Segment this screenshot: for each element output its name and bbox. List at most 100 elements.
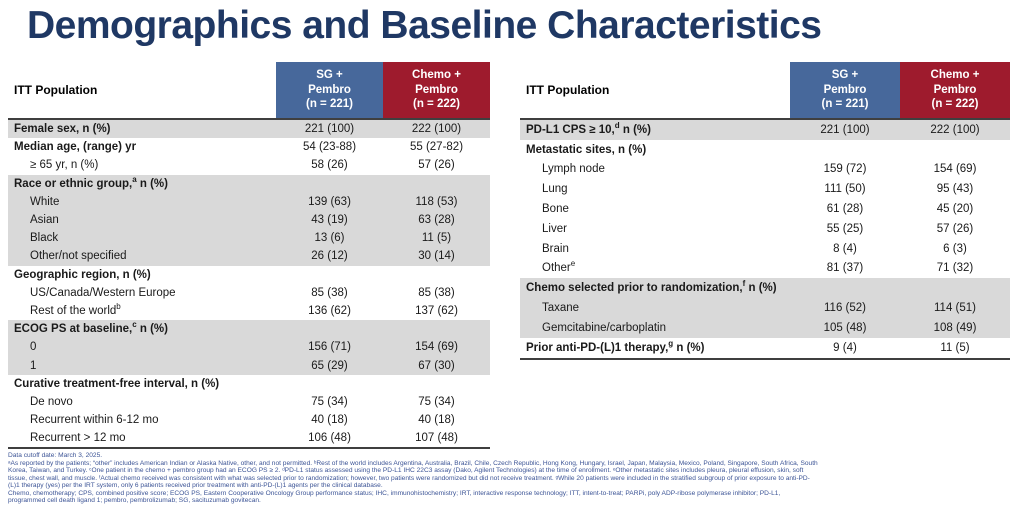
table-cell: 222 (100) [411,123,462,136]
row-label: Bone [542,203,569,216]
table-cell: 61 (28) [826,203,864,216]
row-label: Lymph node [542,163,605,176]
table-row: Geographic region, n (%) [8,266,490,284]
table-row: Brain 8 (4) 6 (3) [520,239,1010,259]
table-header-row: ITT Population SG + Pembro (n = 221) Che… [8,62,490,120]
table-row: Gemcitabine/carboplatin 105 (48) 108 (49) [520,317,1010,338]
table-row: Rest of the worldb 136 (62) 137 (62) [8,302,490,320]
table-row: Asian 43 (19) 63 (28) [8,210,490,230]
footnote-line: tissue, chest wall, and muscle. ᶠActual … [8,474,810,482]
row-label: Prior anti-PD-(L)1 therapy,g n (%) [526,338,705,354]
table-cell: 30 (14) [418,250,455,263]
table-cell: 65 (29) [311,359,348,372]
table-body: PD-L1 CPS ≥ 10,d n (%) 221 (100) 222 (100)… [520,120,1010,360]
row-label: Asian [30,214,59,227]
row-label: Recurrent > 12 mo [30,432,126,445]
table-row: Lymph node 159 (72) 154 (69) [520,160,1010,180]
table-row: De novo 75 (34) 75 (34) [8,393,490,411]
table-cell: 9 (4) [833,341,857,354]
table-row: Metastatic sites, n (%) [520,140,1010,160]
footnotes: Data cutoff date: March 3, 2025. ᵃAs rep… [8,452,1016,505]
table-cell: 139 (63) [308,195,351,208]
row-label: Geographic region, n (%) [14,268,151,281]
column-header-line: Pembro [823,83,867,96]
table-cell: 11 (5) [421,232,452,245]
table-cell: 55 (27-82) [409,141,464,154]
row-label: Metastatic sites, n (%) [526,143,647,156]
table-cell: 116 (52) [824,302,866,315]
footnote-line: (L)1 therapy (yes) per the IRT system, o… [8,482,383,489]
table-row: Median age, (range) yr 54 (23-88) 55 (27-8… [8,138,490,156]
table-cell: 13 (6) [314,232,345,245]
row-label: PD-L1 CPS ≥ 10,d n (%) [526,121,651,136]
row-label: De novo [30,395,73,408]
row-label: Lung [542,183,568,196]
table-cell: 6 (3) [943,242,967,255]
table-cell: 107 (48) [415,432,458,445]
table-row: Black 13 (6) 11 (5) [8,229,490,248]
table-cell: 95 (43) [936,183,974,196]
table-cell: 26 (12) [311,250,348,263]
table-row: ≥ 65 yr, n (%) 58 (26) 57 (26) [8,156,490,174]
row-label: Race or ethnic group,a n (%) [14,174,168,190]
footnote-line: Korea, Taiwan, and Turkey. ᶜOne patient … [8,467,804,474]
table-cell: 11 (5) [940,341,970,354]
table-cell: 57 (26) [936,222,974,235]
table-cell: 75 (34) [311,395,348,408]
column-header-sg-pembro: SG + Pembro (n = 221) [276,62,383,118]
table-cell: 45 (20) [936,203,974,216]
table-corner-label: ITT Population [526,83,610,97]
table-cell: 136 (62) [308,304,351,317]
row-label: Brain [542,242,569,255]
row-label: White [30,195,60,208]
row-label: 1 [30,359,37,372]
table-body: Female sex, n (%) 221 (100) 222 (100) Media… [8,120,490,450]
table-row: PD-L1 CPS ≥ 10,d n (%) 221 (100) 222 (100) [520,120,1010,140]
table-header-row: ITT Population SG + Pembro (n = 221) Che… [520,62,1010,120]
row-label: Othere [542,259,576,275]
table-row: Recurrent > 12 mo 106 (48) 107 (48) [8,429,490,447]
table-cell: 111 (50) [824,183,866,196]
row-label: Taxane [542,302,580,315]
row-label: Recurrent within 6-12 mo [30,414,159,427]
row-label: Rest of the worldb [30,302,121,317]
table-row: ECOG PS at baseline,c n (%) [8,320,490,339]
column-header-line: Pembro [415,83,458,96]
column-header-line: Pembro [933,83,977,96]
column-header-line: Chemo + [930,68,980,81]
table-cell: 108 (49) [933,321,977,334]
table-row: 0 156 (71) 154 (69) [8,338,490,357]
row-label: Curative treatment-free interval, n (%) [14,377,220,390]
row-label: 0 [30,341,37,354]
row-label: Chemo selected prior to randomization,f … [526,279,777,295]
table-cell: 71 (32) [936,262,974,275]
table-cell: 105 (48) [823,321,867,334]
row-label: Gemcitabine/carboplatin [542,321,667,334]
table-cell: 114 (51) [934,302,976,315]
table-row: Taxane 116 (52) 114 (51) [520,298,1010,318]
table-cell: 40 (18) [311,414,348,427]
row-label: ≥ 65 yr, n (%) [30,159,99,172]
column-header-line: SG + [316,68,343,81]
table-cell: 40 (18) [418,414,455,427]
table-row: Race or ethnic group,a n (%) [8,174,490,193]
table-cell: 75 (34) [418,395,455,408]
footnote-line: ᵃAs reported by the patients; “other” in… [8,459,818,467]
footnote-line: Data cutoff date: March 3, 2025. [8,452,103,459]
table-row: Curative treatment-free interval, n (%) [8,375,490,393]
table-cell: 55 (25) [826,222,864,235]
column-header-line: (n = 222) [931,98,979,111]
column-header-line: (n = 221) [306,98,353,111]
table-cell: 221 (100) [820,123,870,136]
row-label: Median age, (range) yr [14,141,137,154]
table-row: US/Canada/Western Europe 85 (38) 85 (38) [8,284,490,302]
footnote-line: programmed cell death ligand 1; pembro, … [8,497,261,504]
row-label: Black [30,232,59,245]
row-label: ECOG PS at baseline,c n (%) [14,320,168,336]
column-header-line: (n = 221) [821,98,869,111]
table-corner-label: ITT Population [14,83,98,97]
table-cell: 118 (53) [415,195,458,208]
table-row: Chemo selected prior to randomization,f … [520,278,1010,299]
column-header-line: (n = 222) [413,98,460,111]
